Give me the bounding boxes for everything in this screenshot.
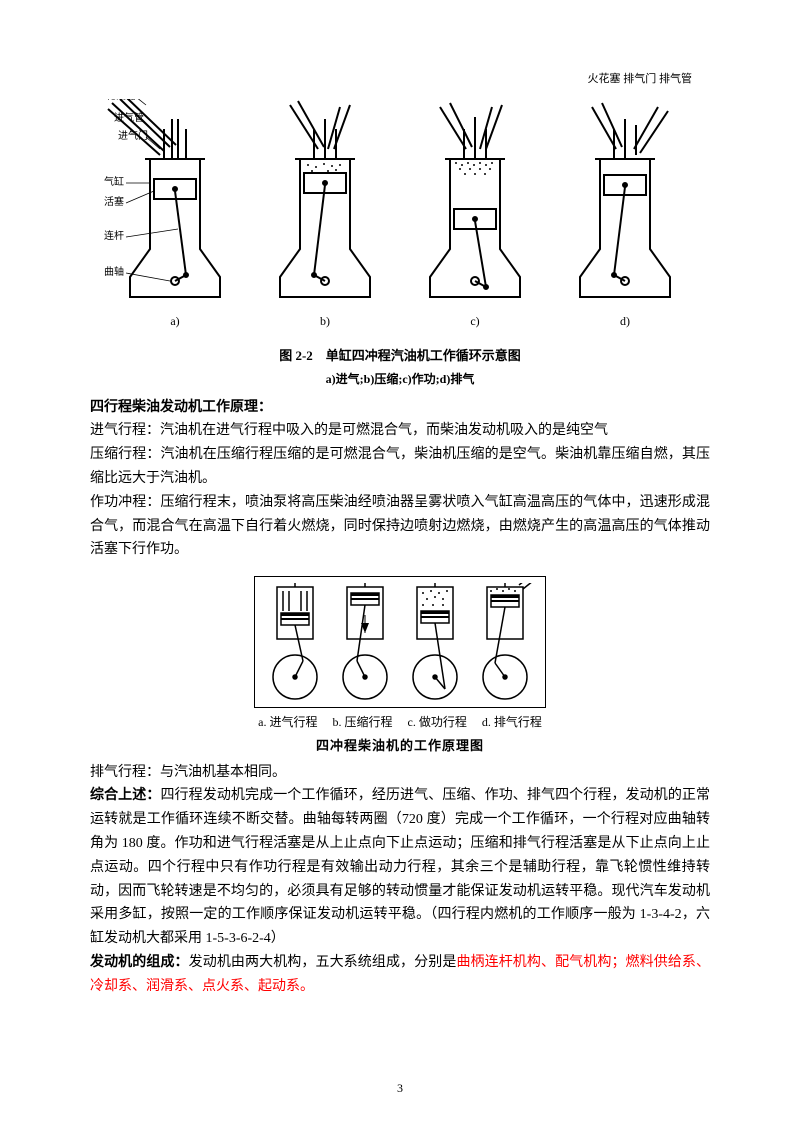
svg-text:化油器: 化油器 xyxy=(106,99,136,102)
para5: 综合上述：四行程发动机完成一个工作循环，经历进气、压缩、作功、排气四个行程，发动… xyxy=(90,784,710,951)
p6-title: 发动机的组成： xyxy=(90,955,189,970)
para6: 发动机的组成：发动机由两大机构，五大系统组成，分别是曲柄连杆机构、配气机构；燃料… xyxy=(90,951,710,999)
fig1-unit-c: c) xyxy=(400,99,550,331)
diesel-svg-b xyxy=(333,583,397,703)
svg-text:活塞: 活塞 xyxy=(104,195,124,208)
engine-svg-a: 化油器 进气管 进气门 气缸 活塞 连杆 曲轴 xyxy=(100,99,250,309)
svg-text:进气门: 进气门 xyxy=(118,129,148,142)
fig1-unit-a: 化油器 进气管 进气门 气缸 活塞 连杆 曲轴 a) xyxy=(100,99,250,331)
para1: 进气行程：汽油机在进气行程中吸入的是可燃混合气，而柴油发动机吸入的是纯空气 xyxy=(90,419,710,443)
svg-text:连杆: 连杆 xyxy=(104,229,124,242)
fig1-letter-c: c) xyxy=(470,311,479,331)
para4: 排气行程：与汽油机基本相同。 xyxy=(90,761,710,785)
fig1-letter-a: a) xyxy=(170,311,179,331)
svg-text:气缸: 气缸 xyxy=(104,175,124,188)
para3: 作功冲程：压缩行程末，喷油泵将高压柴油经喷油器呈雾状喷入气缸高温高压的气体中，迅… xyxy=(90,491,710,562)
fig1-unit-d: d) xyxy=(550,99,700,331)
fig2-l-c: c. 做功行程 xyxy=(408,715,467,729)
diesel-svg-a xyxy=(263,583,327,703)
p5-title: 综合上述： xyxy=(90,788,160,803)
fig2-l-a: a. 进气行程 xyxy=(258,715,317,729)
p6a: 发动机由两大机构，五大系统组成，分别是 xyxy=(189,955,457,970)
engine-svg-b xyxy=(250,99,400,309)
engine-svg-c xyxy=(400,99,550,309)
fig1-caption: 图 2-2 单缸四冲程汽油机工作循环示意图 xyxy=(90,345,710,367)
p5-body: 四行程发动机完成一个工作循环，经历进气、压缩、作功、排气四个行程，发动机的正常运… xyxy=(90,788,710,946)
fig1-letter-d: d) xyxy=(620,311,630,331)
fig2-l-d: d. 排气行程 xyxy=(482,715,542,729)
svg-text:进气管: 进气管 xyxy=(114,111,144,124)
fig2-subcap: a. 进气行程 b. 压缩行程 c. 做功行程 d. 排气行程 xyxy=(258,712,542,732)
fig2-l-b: b. 压缩行程 xyxy=(332,715,392,729)
fig2: a. 进气行程 b. 压缩行程 c. 做功行程 d. 排气行程 四冲程柴油机的工… xyxy=(90,576,710,756)
diesel-svg-d xyxy=(473,583,537,703)
fig1-subcap: a)进气;b)压缩;c)作功;d)排气 xyxy=(90,369,710,389)
page-number: 3 xyxy=(0,1078,800,1098)
engine-svg-d xyxy=(550,99,700,309)
fig1: 火花塞 排气门 排气管 xyxy=(90,70,710,390)
fig2-title: 四冲程柴油机的工作原理图 xyxy=(316,735,484,757)
fig1-letter-b: b) xyxy=(320,311,330,331)
fig1-top-labels: 火花塞 排气门 排气管 xyxy=(90,70,710,89)
fig1-unit-b: b) xyxy=(250,99,400,331)
fig1-right-labels: 火花塞 排气门 排气管 xyxy=(588,70,693,89)
svg-text:曲轴: 曲轴 xyxy=(104,265,124,278)
para2: 压缩行程：汽油机在压缩行程压缩的是可燃混合气，柴油机压缩的是空气。柴油机靠压缩自… xyxy=(90,443,710,491)
diesel-svg-c xyxy=(403,583,467,703)
fig2-box xyxy=(254,576,546,708)
fig1-row: 化油器 进气管 进气门 气缸 活塞 连杆 曲轴 a) xyxy=(90,89,710,337)
section1-title: 四行程柴油发动机工作原理： xyxy=(90,396,710,420)
